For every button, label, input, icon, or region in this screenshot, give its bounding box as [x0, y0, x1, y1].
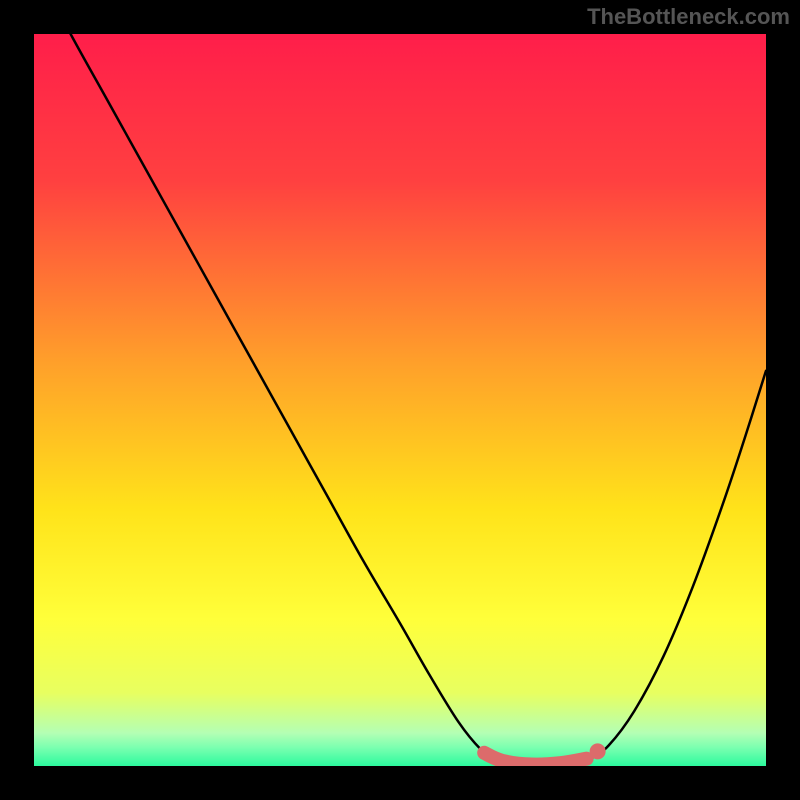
watermark-text: TheBottleneck.com	[587, 4, 790, 30]
chart-container: TheBottleneck.com	[0, 0, 800, 800]
gradient-background	[34, 34, 766, 766]
optimal-point-marker	[590, 743, 606, 759]
chart-svg	[34, 34, 766, 766]
plot-area	[34, 34, 766, 766]
